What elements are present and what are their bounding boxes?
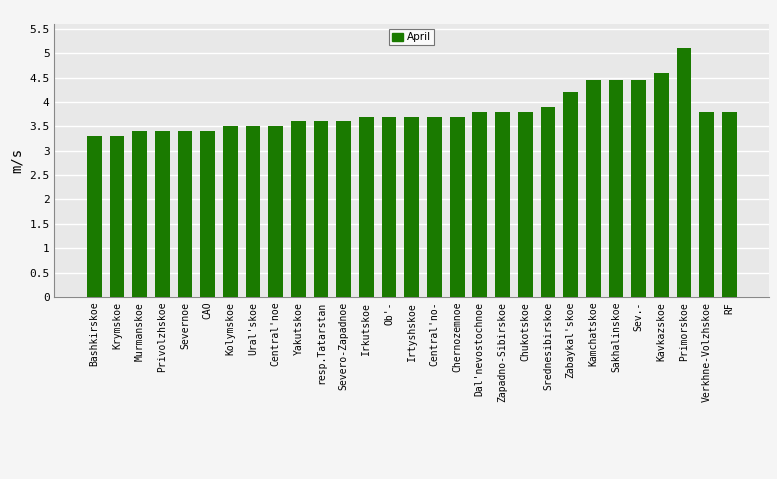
Y-axis label: m/s: m/s: [10, 148, 24, 173]
Bar: [586, 80, 601, 297]
Bar: [450, 116, 465, 297]
Bar: [268, 126, 283, 297]
Bar: [631, 80, 646, 297]
Bar: [246, 126, 260, 297]
Bar: [722, 112, 737, 297]
Bar: [563, 92, 578, 297]
Bar: [110, 136, 124, 297]
Bar: [608, 80, 623, 297]
Bar: [654, 73, 669, 297]
Bar: [472, 112, 487, 297]
Bar: [382, 116, 396, 297]
Bar: [336, 122, 351, 297]
Bar: [495, 112, 510, 297]
Bar: [178, 131, 193, 297]
Bar: [405, 116, 419, 297]
Bar: [223, 126, 238, 297]
Bar: [517, 112, 532, 297]
Bar: [359, 116, 374, 297]
Bar: [155, 131, 169, 297]
Bar: [427, 116, 442, 297]
Bar: [200, 131, 215, 297]
Bar: [314, 122, 329, 297]
Bar: [541, 107, 556, 297]
Legend: April: April: [389, 29, 434, 46]
Bar: [699, 112, 714, 297]
Bar: [132, 131, 147, 297]
Bar: [291, 122, 306, 297]
Bar: [677, 48, 692, 297]
Bar: [87, 136, 102, 297]
